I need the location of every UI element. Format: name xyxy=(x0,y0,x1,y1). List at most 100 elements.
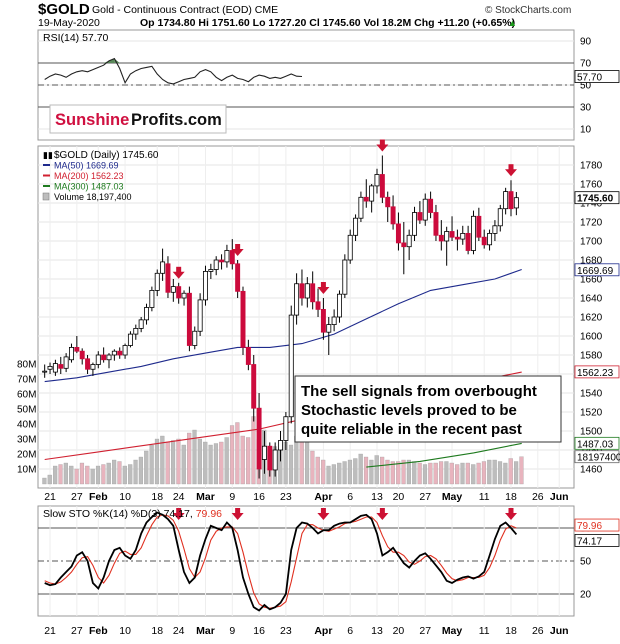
volume-bar xyxy=(487,459,492,485)
volume-bar xyxy=(481,461,487,485)
candle-body xyxy=(176,286,182,299)
candle-body xyxy=(138,319,144,329)
volume-bar xyxy=(101,464,106,485)
candle-body xyxy=(326,324,332,333)
volume-bar xyxy=(229,425,235,485)
volume-bar xyxy=(246,437,251,485)
price-sell-arrow-icon-stem xyxy=(508,164,514,171)
volume-bar xyxy=(449,462,454,485)
candle-body xyxy=(192,330,198,346)
legend-price-marker: ▮▮ xyxy=(43,150,53,160)
volume-bar xyxy=(433,462,438,485)
volume-bar xyxy=(417,462,422,485)
candle-body xyxy=(288,314,294,418)
x-axis-label: 27 xyxy=(71,625,83,637)
volume-bar xyxy=(519,456,524,485)
volume-bar xyxy=(412,461,417,485)
candle-body xyxy=(63,356,69,369)
x-axis-label: May xyxy=(442,491,463,503)
logo-profits: Profits.com xyxy=(131,111,222,129)
candle-body xyxy=(186,292,192,346)
volume-bar xyxy=(42,477,47,485)
candle-body xyxy=(454,236,460,240)
volume-bar xyxy=(138,456,143,485)
sto-sell-arrow-icon xyxy=(231,513,244,520)
watermark: © StockCharts.com xyxy=(485,5,571,16)
instrument-name: Gold - Continuous Contract (EOD) CME xyxy=(92,4,278,16)
sto-sell-arrow-icon xyxy=(376,513,389,520)
volume-bar xyxy=(514,461,519,485)
volume-bar xyxy=(342,461,347,485)
candle-body xyxy=(299,283,305,299)
candle-body xyxy=(347,234,353,261)
volume-bar xyxy=(428,462,433,485)
x-axis-label: 18 xyxy=(505,625,517,637)
price-tick-label: 1600 xyxy=(580,332,603,343)
candle-body xyxy=(165,263,171,293)
sto-sell-arrow-icon-stem xyxy=(176,508,182,514)
volume-bar xyxy=(69,465,74,485)
x-axis-label: 6 xyxy=(347,491,353,503)
candle-body xyxy=(438,234,444,242)
candle-body xyxy=(52,363,58,373)
candle-body xyxy=(310,283,316,303)
candle-body xyxy=(197,299,203,332)
volume-bar xyxy=(390,461,395,485)
candle-body xyxy=(101,354,107,361)
candle-body xyxy=(149,289,155,308)
annotation-box: The sell signals from overbought Stochas… xyxy=(294,375,562,443)
volume-bar xyxy=(310,450,315,485)
candle-body xyxy=(154,272,160,291)
candle-body xyxy=(170,286,176,293)
sto-sell-arrow-icon xyxy=(317,513,330,520)
rsi-series xyxy=(44,57,303,85)
rsi-value-tag-box xyxy=(574,70,620,83)
volume-bar xyxy=(503,462,508,485)
rsi-tick-label: 10 xyxy=(580,125,592,136)
candle-body xyxy=(508,191,514,210)
price-tick-label: 1500 xyxy=(580,427,603,438)
ma300-tag-box xyxy=(574,436,620,450)
x-axis-label: 20 xyxy=(393,491,405,503)
candle-body xyxy=(401,242,407,248)
candle-body xyxy=(127,333,133,346)
annotation-line-1: The sell signals from overbought xyxy=(301,383,537,400)
x-axis-label: 21 xyxy=(44,491,56,503)
volume-bar xyxy=(197,438,202,485)
candle-body xyxy=(481,236,487,246)
candle-body xyxy=(492,225,498,234)
rsi-legend-text: RSI(14) 57.70 xyxy=(43,32,109,44)
volume-tick-label: 80M xyxy=(17,360,36,371)
chart-date: 19-May-2020 xyxy=(38,17,100,29)
candle-body xyxy=(465,232,471,251)
volume-bar xyxy=(288,444,294,485)
volume-bar xyxy=(251,416,256,485)
volume-bar xyxy=(106,462,111,485)
sto-k-tag: 74.17 xyxy=(577,536,602,547)
sto-sell-arrow-icon xyxy=(505,513,517,520)
volume-bar xyxy=(112,459,117,485)
x-axis-label: 13 xyxy=(371,491,383,503)
volume-tick-label: 60M xyxy=(17,390,36,401)
volume-bar xyxy=(128,464,133,485)
x-axis-label: 6 xyxy=(347,625,353,637)
x-axis-label: 27 xyxy=(419,625,431,637)
price-sell-arrow-icon xyxy=(172,271,185,279)
x-axis-label: 27 xyxy=(71,491,83,503)
sunshine-profits-logo: Sunshine Profits.com xyxy=(49,104,227,134)
x-axis-label: 18 xyxy=(505,491,517,503)
volume-bar xyxy=(203,441,208,485)
candle-body xyxy=(160,261,166,274)
x-axis-label: 18 xyxy=(151,491,163,503)
ma50-tag: 1669.69 xyxy=(577,266,614,277)
x-axis-label: Apr xyxy=(314,491,332,503)
candle-body xyxy=(497,208,503,227)
volume-bar xyxy=(160,435,165,485)
volume-bar xyxy=(240,435,245,485)
volume-bar xyxy=(133,459,138,485)
candle-body xyxy=(320,308,326,333)
volume-bar xyxy=(337,462,342,485)
x-axis-label: 20 xyxy=(393,625,405,637)
candle-body xyxy=(267,445,273,471)
